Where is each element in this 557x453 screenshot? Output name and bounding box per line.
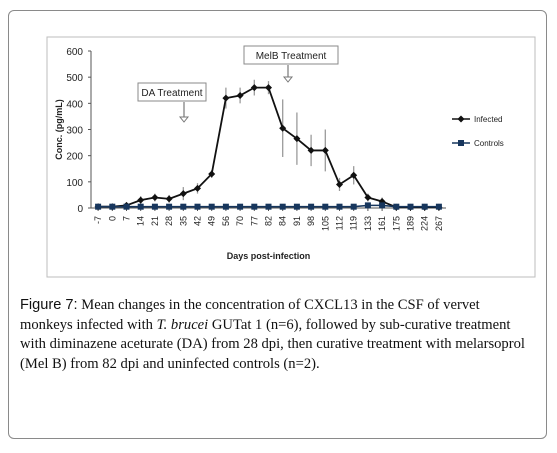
x-tick-label: 82 [264, 216, 274, 226]
infected-point [265, 84, 272, 92]
x-tick-label: 42 [193, 216, 203, 226]
caption-label: Figure 7: [20, 297, 78, 313]
annotation-arrow-head [282, 76, 294, 83]
x-tick-label: -7 [93, 216, 103, 224]
infected-point [151, 194, 159, 202]
x-axis-label: Days post-infection [227, 251, 311, 261]
controls-point [180, 203, 187, 210]
controls-point [166, 203, 173, 210]
y-tick-label: 100 [66, 178, 83, 189]
infected-legend-swatch-marker [457, 115, 465, 123]
x-tick-label: 224 [420, 216, 430, 231]
controls-point [350, 203, 357, 210]
x-tick-label: 175 [391, 216, 401, 231]
controls-point [123, 203, 130, 210]
infected-point [194, 184, 201, 192]
controls-point [151, 203, 158, 210]
controls-point [435, 203, 442, 210]
x-tick-label: 7 [122, 216, 132, 221]
y-tick-label: 600 [66, 47, 83, 58]
chart: 0 100 200 300 400 500 600 Conc. (pg/mL) -7 0 7 14 21… [46, 36, 536, 278]
controls-legend-swatch-marker [458, 140, 464, 146]
x-tick-label: 21 [150, 216, 160, 226]
controls-point [265, 203, 272, 210]
controls-point [194, 203, 201, 210]
x-tick-label: 56 [221, 216, 231, 226]
x-tick-label: 84 [278, 216, 288, 226]
x-tick-label: 91 [292, 216, 302, 226]
x-tick-label: 161 [377, 216, 387, 231]
infected-legend-label: Infected [474, 115, 502, 124]
y-tick-label: 0 [77, 204, 83, 215]
infected-point [293, 135, 301, 143]
caption-text-1: Mean changes in the concentration of CXC… [20, 297, 480, 333]
infected-point [336, 180, 343, 188]
infected-point [307, 146, 315, 154]
x-tick-label: 0 [107, 216, 117, 221]
x-tick-label: 14 [136, 216, 146, 226]
controls-legend-label: Controls [474, 139, 504, 148]
annotation-label: MelB Treatment [256, 51, 327, 62]
infected-point [279, 124, 287, 132]
annotation-arrow-head [178, 116, 190, 123]
x-tick-label: 49 [207, 216, 217, 226]
infected-point [137, 196, 145, 204]
controls-point [308, 203, 315, 210]
controls-point [279, 203, 286, 210]
infected-point [179, 190, 187, 198]
controls-point [208, 203, 215, 210]
controls-point [421, 203, 428, 210]
figure-caption: Figure 7: Mean changes in the concentrat… [20, 296, 532, 374]
annotation-box [243, 45, 339, 65]
caption-text-2: GUTat 1 (n=6), followed by sub-curative … [20, 316, 525, 372]
chart-border [46, 36, 536, 278]
controls-point [137, 203, 144, 210]
infected-point [236, 91, 244, 99]
annotation-label: DA Treatment [141, 88, 202, 99]
x-tick-label: 70 [235, 216, 245, 226]
controls-point [393, 203, 400, 210]
y-axis-label: Conc. (pg/mL) [54, 99, 64, 160]
infected-point [165, 195, 173, 203]
infected-point [222, 94, 230, 102]
controls-point [251, 203, 258, 210]
y-tick-label: 400 [66, 99, 83, 110]
y-tick-label: 300 [66, 126, 83, 137]
controls-point [222, 203, 229, 210]
x-tick-label: 77 [249, 216, 259, 226]
caption-species: T. brucei [156, 316, 209, 333]
x-tick-label: 98 [306, 216, 316, 226]
controls-point [95, 203, 102, 210]
controls-point [336, 203, 343, 210]
infected-point [364, 194, 372, 202]
x-tick-label: 119 [349, 216, 359, 230]
controls-point [237, 203, 244, 210]
x-tick-label: 133 [363, 216, 373, 231]
x-tick-label: 28 [164, 216, 174, 226]
controls-point [364, 202, 371, 209]
infected-point [208, 170, 216, 178]
controls-point [407, 203, 414, 210]
x-tick-label: 267 [434, 216, 444, 231]
y-tick-label: 200 [66, 152, 83, 163]
controls-point [322, 203, 329, 210]
controls-point [293, 203, 300, 210]
controls-point [379, 202, 386, 209]
infected-point [321, 146, 329, 154]
annotation-box [137, 82, 207, 102]
x-tick-label: 189 [406, 216, 416, 231]
x-tick-label: 105 [320, 216, 330, 231]
infected-point [250, 84, 258, 92]
infected-point [350, 171, 358, 179]
x-tick-label: 112 [335, 216, 345, 230]
controls-point [109, 203, 116, 210]
x-tick-label: 35 [178, 216, 188, 226]
y-tick-label: 500 [66, 73, 83, 84]
